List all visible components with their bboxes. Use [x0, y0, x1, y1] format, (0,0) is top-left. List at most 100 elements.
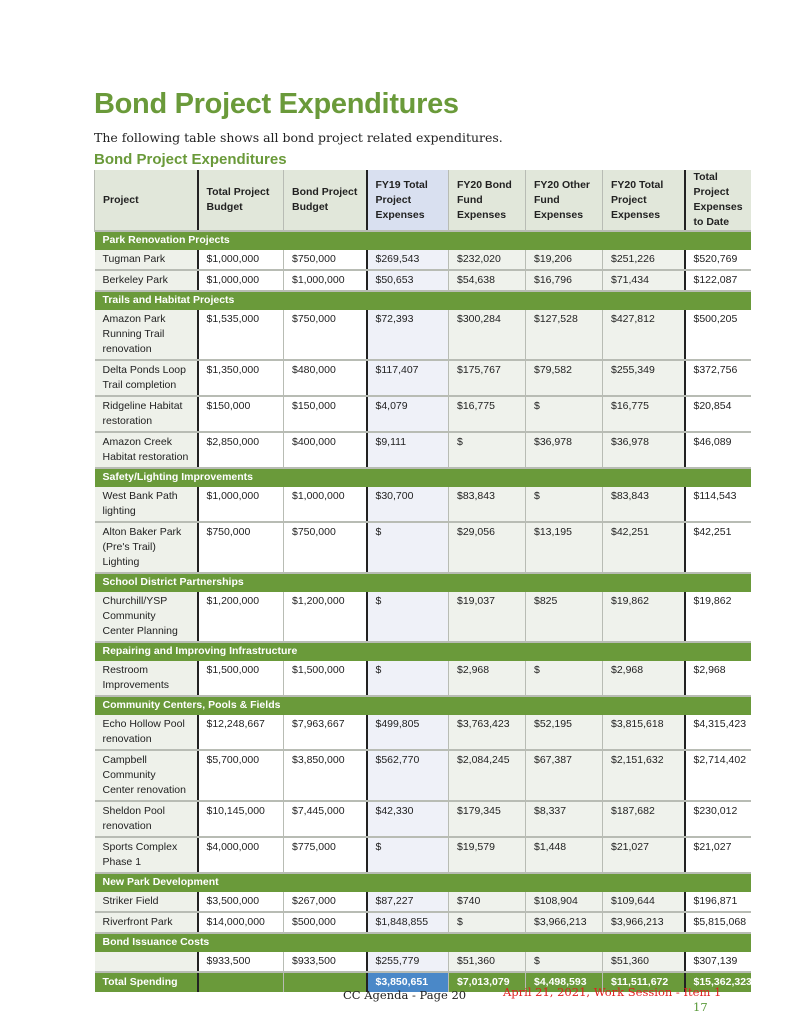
group-header-row: Trails and Habitat Projects — [94, 291, 751, 310]
value-cell: $480,000 — [283, 360, 367, 397]
table-row: Amazon Park Running Trail renovation $1,5… — [94, 310, 751, 361]
value-cell: $740 — [448, 892, 526, 913]
value-cell: $1,350,000 — [196, 360, 284, 397]
value-cell: $36,978 — [602, 432, 685, 469]
group-name: Bond Issuance Costs — [94, 933, 751, 952]
value-cell: $520,769 — [683, 250, 751, 271]
value-cell: $5,815,068 — [683, 912, 751, 934]
value-cell: $775,000 — [283, 837, 367, 874]
value-cell: $3,763,423 — [448, 715, 526, 751]
value-cell: $67,387 — [525, 750, 603, 802]
project-cell: Echo Hollow Pool renovation — [94, 715, 198, 751]
table-row: Campbell Community Center renovation $5,7… — [94, 750, 751, 802]
footer-page-label: CC Agenda - Page 20 — [343, 988, 467, 1002]
value-cell: $2,850,000 — [196, 432, 284, 469]
value-cell: $300,284 — [448, 310, 526, 361]
value-cell: $750,000 — [283, 250, 367, 271]
value-cell: $750,000 — [283, 522, 367, 574]
group-header-row: Repairing and Improving Infrastructure — [94, 642, 751, 661]
table-row: Sheldon Pool renovation $10,145,000 $7,445… — [94, 801, 751, 838]
project-cell: Amazon Creek Habitat restoration — [94, 432, 198, 469]
table-row: Sports Complex Phase 1 $4,000,000 $775,000… — [94, 837, 751, 874]
value-cell: $251,226 — [602, 250, 685, 271]
value-cell: $500,000 — [283, 912, 367, 934]
value-cell: $499,805 — [365, 715, 449, 751]
value-cell: $16,775 — [602, 396, 685, 433]
table-row: Echo Hollow Pool renovation $12,248,667 $7… — [94, 715, 751, 751]
value-cell: $196,871 — [683, 892, 751, 913]
value-cell: $2,151,632 — [602, 750, 685, 802]
value-cell: $750,000 — [196, 522, 284, 574]
project-cell: Campbell Community Center renovation — [94, 750, 198, 802]
value-cell: $562,770 — [365, 750, 449, 802]
value-cell: $19,206 — [525, 250, 603, 271]
table-row: $933,500 $933,500 $255,779 $51,360 $ $51,360 $… — [94, 952, 751, 973]
value-cell: $10,145,000 — [196, 801, 284, 838]
group-header-row: Community Centers, Pools & Fields — [94, 696, 751, 715]
value-cell: $232,020 — [448, 250, 526, 271]
value-cell: $1,200,000 — [283, 592, 367, 643]
value-cell: $1,000,000 — [196, 487, 284, 523]
column-header: FY20 Other Fund Expenses — [525, 170, 603, 232]
project-cell: Sheldon Pool renovation — [94, 801, 198, 838]
value-cell: $3,850,651 — [365, 972, 449, 992]
value-cell: $150,000 — [283, 396, 367, 433]
project-cell: Delta Ponds Loop Trail completion — [94, 360, 198, 397]
value-cell: $179,345 — [448, 801, 526, 838]
value-cell: $ — [365, 522, 449, 574]
value-cell: $51,360 — [602, 952, 685, 973]
value-cell: $1,000,000 — [283, 270, 367, 292]
value-cell: $46,089 — [683, 432, 751, 469]
value-cell: $750,000 — [283, 310, 367, 361]
value-cell: $1,000,000 — [283, 487, 367, 523]
column-header: Project — [94, 170, 198, 232]
value-cell: $51,360 — [448, 952, 526, 973]
project-cell — [94, 952, 198, 973]
project-cell: Striker Field — [94, 892, 198, 913]
value-cell: $12,248,667 — [196, 715, 284, 751]
value-cell: $83,843 — [448, 487, 526, 523]
value-cell: $1,448 — [525, 837, 603, 874]
value-cell: $19,862 — [602, 592, 685, 643]
value-cell: $79,582 — [525, 360, 603, 397]
value-cell: $4,079 — [365, 396, 449, 433]
value-cell: $2,714,402 — [683, 750, 751, 802]
table-row: Ridgeline Habitat restoration $150,000 $15… — [94, 396, 751, 433]
value-cell: $ — [448, 432, 526, 469]
value-cell: $9,111 — [365, 432, 449, 469]
value-cell: $ — [365, 661, 449, 697]
footer-page-number: 17 — [693, 1000, 708, 1014]
value-cell: $ — [525, 487, 603, 523]
project-cell: Total Spending — [94, 972, 198, 992]
group-name: Repairing and Improving Infrastructure — [94, 642, 751, 661]
project-cell: Ridgeline Habitat restoration — [94, 396, 198, 433]
value-cell: $4,315,423 — [683, 715, 751, 751]
value-cell: $50,653 — [365, 270, 449, 292]
project-cell: Riverfront Park — [94, 912, 198, 934]
value-cell: $1,000,000 — [196, 250, 284, 271]
column-header: Bond Project Budget — [283, 170, 367, 232]
value-cell: $1,535,000 — [196, 310, 284, 361]
value-cell: $825 — [525, 592, 603, 643]
project-cell: Sports Complex Phase 1 — [94, 837, 198, 874]
value-cell: $4,000,000 — [196, 837, 284, 874]
table-row: Berkeley Park $1,000,000 $1,000,000 $50,653… — [94, 270, 751, 292]
value-cell: $255,349 — [602, 360, 685, 397]
page-title: Bond Project Expenditures — [94, 88, 459, 120]
value-cell: $427,812 — [602, 310, 685, 361]
value-cell: $3,966,213 — [525, 912, 603, 934]
value-cell: $72,393 — [365, 310, 449, 361]
group-name: New Park Development — [94, 873, 751, 892]
value-cell: $42,330 — [365, 801, 449, 838]
value-cell: $175,767 — [448, 360, 526, 397]
table-row: Tugman Park $1,000,000 $750,000 $269,543 $23… — [94, 250, 751, 271]
value-cell: $19,862 — [683, 592, 751, 643]
intro-text: The following table shows all bond proje… — [94, 130, 503, 145]
group-header-row: Bond Issuance Costs — [94, 933, 751, 952]
table-header-row: Project Total Project Budget Bond Project … — [94, 170, 751, 232]
value-cell: $500,205 — [683, 310, 751, 361]
total-spending-row: Total Spending $3,850,651 $7,013,079 $4,498… — [94, 972, 752, 992]
value-cell: $83,843 — [602, 487, 685, 523]
value-cell: $21,027 — [683, 837, 751, 874]
